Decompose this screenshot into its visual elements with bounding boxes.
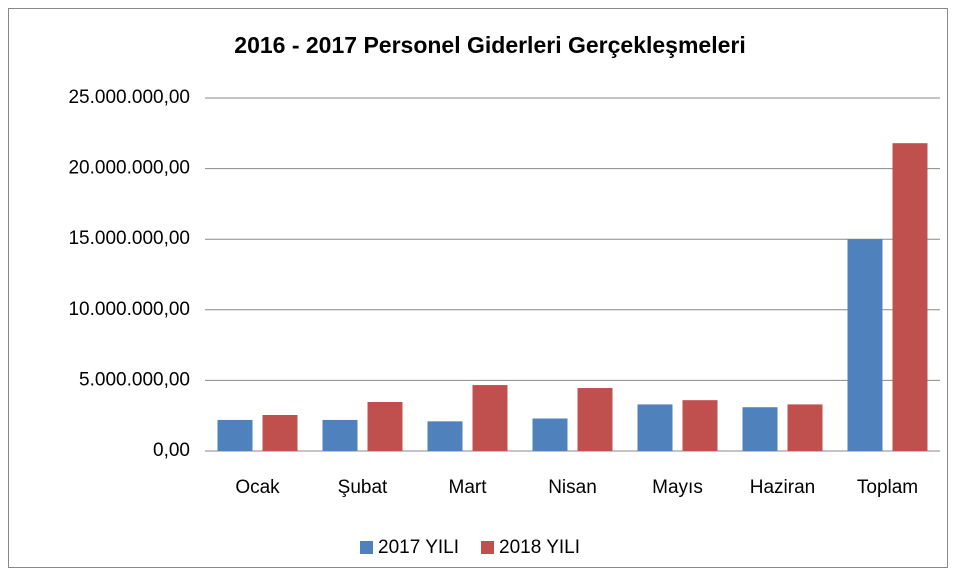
bar xyxy=(892,143,928,451)
legend-label: 2018 YILI xyxy=(499,537,580,558)
x-tick-label: Mart xyxy=(449,477,488,498)
bar xyxy=(532,418,568,451)
bar xyxy=(787,404,823,451)
bar xyxy=(742,407,778,451)
bar xyxy=(847,239,883,451)
y-tick-label: 25.000.000,00 xyxy=(68,87,190,108)
x-tick-label: Nisan xyxy=(548,477,597,498)
legend-swatch xyxy=(481,541,495,554)
y-tick-label: 20.000.000,00 xyxy=(68,158,190,179)
x-tick-label: Şubat xyxy=(338,477,388,498)
x-tick-label: Toplam xyxy=(857,477,918,498)
y-tick-label: 10.000.000,00 xyxy=(68,299,190,320)
bar xyxy=(577,388,613,451)
x-tick-label: Mayıs xyxy=(652,477,703,498)
x-tick-label: Ocak xyxy=(235,477,280,498)
y-tick-label: 0,00 xyxy=(153,440,190,461)
chart-title: 2016 - 2017 Personel Giderleri Gerçekleş… xyxy=(234,32,745,58)
legend-label: 2017 YILI xyxy=(378,537,459,558)
legend-swatch xyxy=(360,541,373,554)
y-tick-label: 15.000.000,00 xyxy=(68,228,190,249)
y-tick-label: 5.000.000,00 xyxy=(79,369,190,390)
x-tick-label: Haziran xyxy=(750,477,815,498)
bar xyxy=(427,421,463,451)
bar xyxy=(262,414,298,451)
bar xyxy=(472,385,508,451)
bar xyxy=(637,404,673,451)
bar xyxy=(322,419,358,451)
chart-border xyxy=(8,8,948,568)
bar xyxy=(682,400,718,451)
bar xyxy=(367,402,403,451)
bar xyxy=(217,419,253,451)
